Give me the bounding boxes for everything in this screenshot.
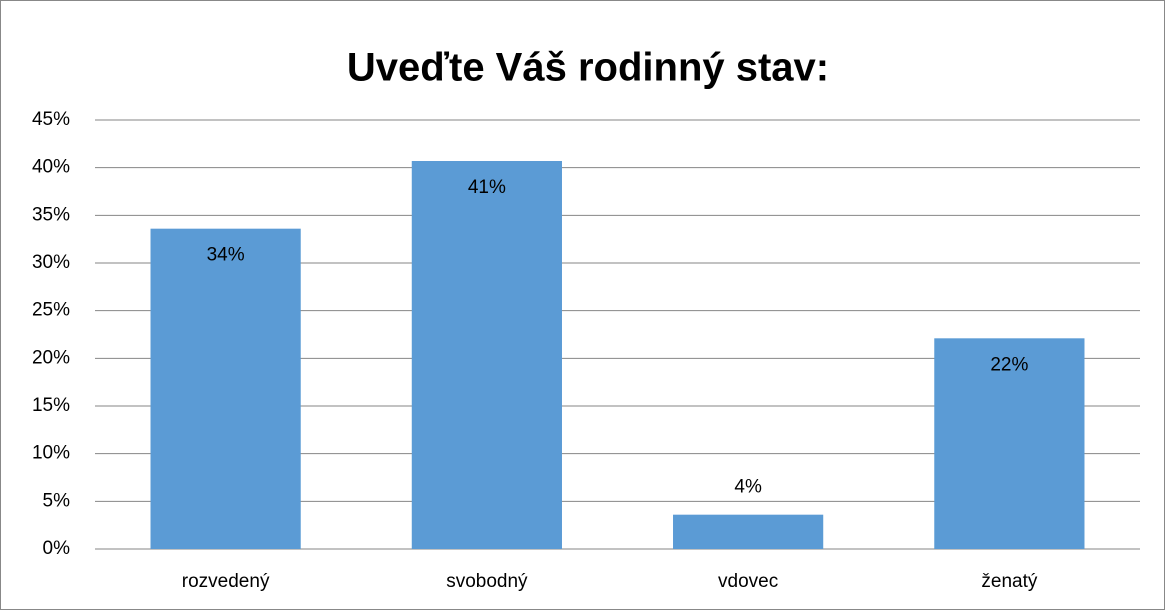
bar — [673, 514, 824, 549]
y-tick-label: 10% — [32, 443, 70, 464]
y-tick-label: 25% — [32, 300, 70, 321]
bar — [934, 338, 1085, 549]
bar — [411, 160, 562, 549]
y-tick-label: 40% — [32, 157, 70, 178]
x-tick-label: ženatý — [981, 571, 1037, 592]
x-tick-label: vdovec — [718, 571, 778, 592]
y-tick-label: 45% — [32, 109, 70, 130]
data-label: 4% — [734, 477, 762, 498]
data-label: 41% — [468, 177, 506, 198]
y-tick-label: 35% — [32, 204, 70, 225]
y-tick-label: 30% — [32, 252, 70, 273]
y-tick-label: 15% — [32, 395, 70, 416]
y-tick-label: 5% — [43, 490, 71, 511]
bar — [150, 228, 301, 549]
chart-title: Uveďte Váš rodinný stav: — [347, 46, 829, 90]
x-tick-label: svobodný — [446, 571, 528, 592]
data-label: 34% — [207, 245, 245, 266]
x-tick-label: rozvedený — [182, 571, 270, 592]
y-tick-label: 20% — [32, 347, 70, 368]
data-label: 22% — [990, 354, 1028, 375]
y-tick-label: 0% — [43, 538, 71, 559]
